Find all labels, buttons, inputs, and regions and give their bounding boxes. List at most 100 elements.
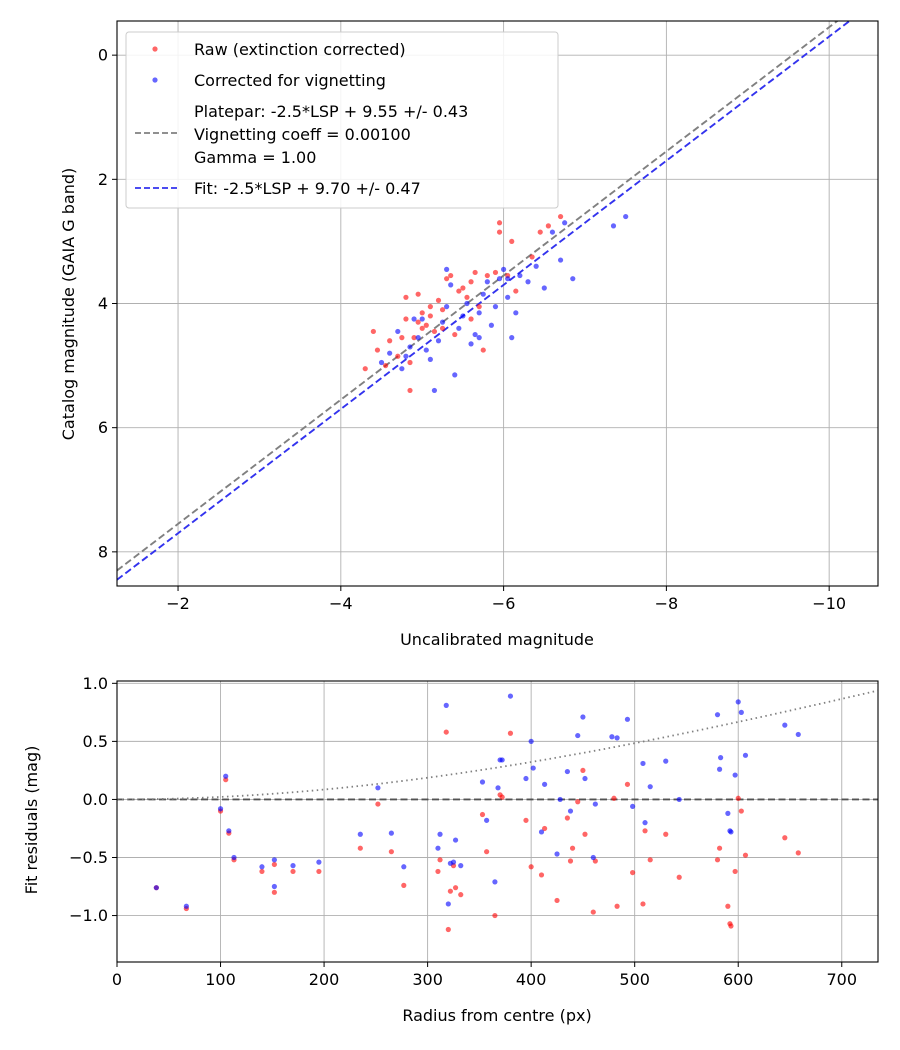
top-point-corrected-for-vignetting	[431, 387, 438, 394]
bottom-xtick-label: 200	[309, 970, 340, 989]
top-point-raw-extinction-corrected	[444, 276, 450, 282]
top-point-corrected-for-vignetting	[549, 229, 556, 235]
bottom-point-corrected	[575, 732, 581, 739]
bottom-point-corrected	[630, 803, 636, 810]
bottom-point-raw	[401, 882, 407, 888]
top-point-raw-extinction-corrected	[537, 229, 543, 235]
bottom-point-raw	[564, 815, 570, 821]
top-point-raw-extinction-corrected	[513, 288, 519, 294]
top-point-corrected-for-vignetting	[464, 300, 470, 307]
top-point-corrected-for-vignetting	[407, 344, 413, 350]
bottom-point-raw	[375, 801, 381, 807]
top-ytick-label: 4	[98, 294, 108, 313]
top-point-raw-extinction-corrected	[395, 353, 401, 359]
bottom-point-raw	[611, 795, 617, 801]
bottom-ytick-label: 1.0	[83, 674, 108, 693]
bottom-point-raw	[795, 850, 801, 856]
top-point-corrected-for-vignetting	[411, 316, 417, 322]
top-point-corrected-for-vignetting	[395, 328, 401, 335]
top-point-corrected-for-vignetting	[509, 335, 515, 341]
bottom-point-corrected	[542, 781, 548, 787]
top-point-corrected-for-vignetting	[399, 366, 405, 372]
top-point-raw-extinction-corrected	[452, 331, 458, 338]
bottom-point-raw	[725, 903, 731, 909]
top-point-corrected-for-vignetting	[513, 310, 519, 316]
bottom-point-corrected	[435, 845, 441, 851]
bottom-point-raw	[714, 857, 721, 863]
top-point-raw-extinction-corrected	[427, 304, 433, 310]
bottom-axes-frame	[116, 680, 879, 963]
top-point-corrected-for-vignetting	[533, 263, 539, 269]
bottom-point-corrected	[624, 716, 631, 722]
bottom-point-corrected	[443, 702, 449, 708]
top-xtick-label: −8	[655, 594, 679, 613]
bottom-point-corrected	[290, 863, 296, 869]
top-point-raw-extinction-corrected	[496, 220, 503, 226]
bottom-point-corrected	[183, 903, 189, 909]
bottom-point-corrected	[271, 857, 277, 863]
top-line-fit-2-5-lsp-9-70-0-47	[117, 21, 852, 581]
bottom-grid	[116, 681, 878, 962]
top-point-corrected-for-vignetting	[403, 353, 409, 359]
bottom-point-corrected	[226, 828, 232, 834]
bottom-point-corrected	[782, 722, 788, 728]
bottom-point-raw	[782, 835, 788, 841]
top-legend: Raw (extinction corrected) Corrected for…	[125, 31, 559, 209]
bottom-xlabel: Radius from centre (px)	[402, 1006, 591, 1025]
bottom-point-raw	[624, 781, 631, 787]
bottom-point-raw	[732, 868, 738, 875]
top-point-corrected-for-vignetting	[444, 304, 450, 310]
bottom-point-corrected	[458, 863, 464, 869]
top-ytick-label: 2	[98, 170, 108, 189]
bottom-point-raw	[528, 864, 534, 870]
top-point-raw-extinction-corrected	[374, 347, 381, 353]
top-point-raw-extinction-corrected	[387, 338, 393, 344]
bottom-point-corrected	[716, 766, 723, 772]
top-point-raw-extinction-corrected	[480, 347, 486, 353]
bottom-point-corrected	[437, 831, 443, 837]
bottom-point-corrected	[663, 758, 669, 764]
top-point-raw-extinction-corrected	[439, 307, 446, 313]
bottom-xtick-label: 600	[723, 970, 754, 989]
bottom-point-corrected	[499, 757, 505, 763]
bottom-ytick-label: −1.0	[69, 906, 108, 925]
bottom-point-corrected	[614, 735, 620, 741]
top-point-raw-extinction-corrected	[468, 316, 474, 322]
top-point-raw-extinction-corrected	[362, 366, 368, 372]
top-ytick-label: 8	[98, 542, 108, 561]
legend-label-raw: Raw (extinction corrected)	[194, 40, 406, 59]
bottom-point-corrected	[728, 829, 734, 835]
top-point-corrected-for-vignetting	[423, 347, 429, 353]
bottom-point-raw	[259, 868, 265, 875]
bottom-point-corrected	[153, 885, 159, 891]
bottom-ylabel: Fit residuals (mag)	[22, 746, 41, 895]
top-point-corrected-for-vignetting	[427, 356, 433, 362]
bottom-point-raw	[499, 794, 505, 800]
bottom-point-corrected	[271, 883, 277, 890]
top-point-raw-extinction-corrected	[492, 269, 499, 276]
top-point-corrected-for-vignetting	[419, 316, 425, 322]
bottom-point-raw	[388, 849, 394, 855]
bottom-lines	[117, 689, 878, 801]
legend-label-platepar-2: Vignetting coeff = 0.00100	[194, 125, 411, 144]
top-point-corrected-for-vignetting	[488, 322, 494, 328]
residual-plot: 0 100 200 300 400 500 600 7001.00.50.0−0.5−1.0 …	[22, 674, 879, 1025]
top-point-corrected-for-vignetting	[472, 331, 478, 338]
top-point-corrected-for-vignetting	[435, 338, 442, 344]
bottom-point-raw	[458, 892, 464, 898]
top-point-corrected-for-vignetting	[610, 223, 617, 229]
bottom-point-raw	[735, 795, 741, 801]
top-ylabel: Catalog magnitude (GAIA G band)	[59, 168, 78, 440]
bottom-point-raw	[640, 901, 646, 907]
top-point-corrected-for-vignetting	[562, 220, 568, 226]
bottom-point-raw	[663, 831, 669, 837]
bottom-point-corrected	[452, 837, 459, 843]
bottom-point-corrected	[375, 785, 381, 791]
top-point-corrected-for-vignetting	[448, 282, 454, 288]
top-point-raw-extinction-corrected	[545, 223, 551, 229]
top-xtick-label: −2	[166, 594, 190, 613]
bottom-point-raw	[479, 811, 486, 818]
top-ytick-label: 6	[98, 418, 108, 437]
top-point-raw-extinction-corrected	[382, 362, 389, 369]
